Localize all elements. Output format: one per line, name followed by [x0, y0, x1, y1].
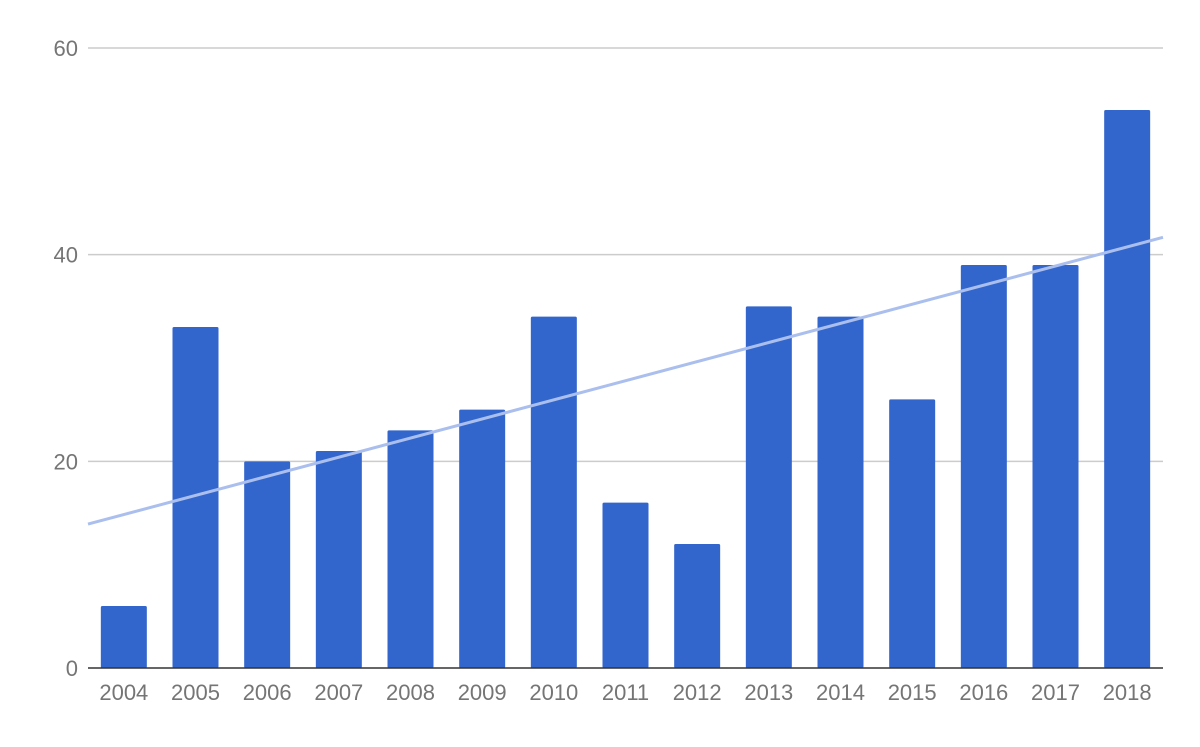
bar-2007	[315, 451, 362, 668]
bar-2012	[674, 544, 721, 668]
bar-2010	[530, 316, 577, 668]
x-tick-label: 2017	[1031, 680, 1080, 705]
x-tick-label: 2004	[99, 680, 148, 705]
bar-2005	[172, 327, 219, 668]
x-tick-label: 2008	[386, 680, 435, 705]
bar-2015	[889, 399, 936, 668]
bar-2013	[745, 306, 792, 668]
bar-2017	[1032, 265, 1079, 668]
x-tick-label: 2016	[959, 680, 1008, 705]
y-axis-ticks: 0 20 40 60	[54, 36, 78, 681]
x-tick-label: 2009	[458, 680, 507, 705]
trendline-group	[87, 235, 1164, 526]
x-tick-label: 2015	[888, 680, 937, 705]
x-tick-label: 2010	[529, 680, 578, 705]
x-tick-label: 2013	[744, 680, 793, 705]
x-tick-label: 2007	[314, 680, 363, 705]
x-tick-label: 2018	[1103, 680, 1152, 705]
bar-2009	[459, 409, 506, 668]
x-tick-label: 2014	[816, 680, 865, 705]
y-tick-label: 0	[66, 656, 78, 681]
bar-2004	[100, 606, 147, 668]
bar-2016	[960, 265, 1007, 668]
y-tick-label: 20	[54, 449, 78, 474]
bars	[100, 110, 1151, 668]
bar-2006	[244, 461, 291, 668]
x-tick-label: 2012	[673, 680, 722, 705]
bar-2014	[817, 316, 864, 668]
x-tick-label: 2011	[602, 680, 649, 705]
bar-2011	[602, 502, 649, 668]
bar-2018	[1104, 110, 1151, 668]
x-tick-label: 2005	[171, 680, 220, 705]
y-tick-label: 60	[54, 36, 78, 61]
bar-2008	[387, 430, 434, 668]
y-tick-label: 40	[54, 243, 78, 268]
x-axis-ticks: 2004 2005 2006 2007 2008 2009 2010 2011 2012 2013…	[99, 680, 1151, 705]
x-tick-label: 2006	[243, 680, 292, 705]
trendline	[87, 235, 1164, 526]
